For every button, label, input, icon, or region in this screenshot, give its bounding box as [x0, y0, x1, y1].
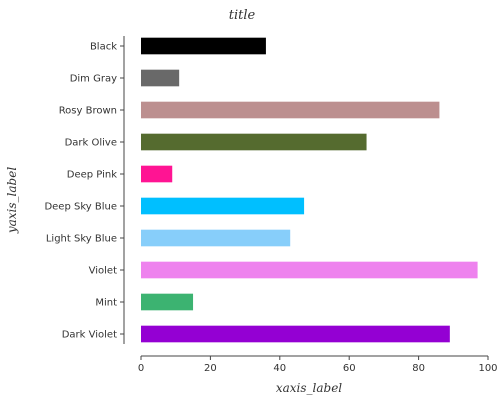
- bar-mint: [141, 293, 194, 311]
- y-axis-label: yaxis_label: [5, 167, 19, 234]
- y-tick-label: Mint: [95, 298, 117, 309]
- bar-deep-sky-blue: [141, 197, 305, 215]
- bar-light-sky-blue: [141, 229, 291, 247]
- x-tick-label: 80: [412, 363, 425, 374]
- x-axis-label: xaxis_label: [276, 381, 342, 395]
- y-tick-label: Violet: [89, 266, 117, 277]
- x-tick-label: 20: [204, 363, 217, 374]
- x-axis: 0 20 40 60 80 100: [138, 355, 498, 374]
- x-tick-label: 100: [478, 363, 497, 374]
- bar-black: [141, 37, 266, 55]
- y-axis: Dark Violet Mint Violet Light Sky Blue Deep …: [44, 36, 125, 344]
- chart-title: title: [229, 8, 256, 23]
- y-tick-label: Deep Pink: [67, 170, 117, 181]
- bars-layer: [141, 37, 478, 343]
- x-tick-label: 40: [273, 363, 286, 374]
- bar-violet: [141, 261, 478, 279]
- y-tick-label: Deep Sky Blue: [44, 202, 117, 213]
- y-tick-label: Dark Violet: [62, 330, 117, 341]
- bar-dim-gray: [141, 69, 180, 87]
- y-tick-label: Dim Gray: [70, 74, 117, 85]
- bar-dark-violet: [141, 325, 450, 343]
- y-tick-label: Light Sky Blue: [46, 234, 117, 245]
- y-tick-label: Rosy Brown: [59, 106, 117, 117]
- y-tick-label: Black: [90, 42, 117, 53]
- x-tick-label: 0: [138, 363, 144, 374]
- x-tick-label: 60: [343, 363, 356, 374]
- bar-deep-pink: [141, 165, 173, 183]
- bar-dark-olive: [141, 133, 367, 151]
- y-tick-label: Dark Olive: [65, 138, 117, 149]
- bar-rosy-brown: [141, 101, 440, 119]
